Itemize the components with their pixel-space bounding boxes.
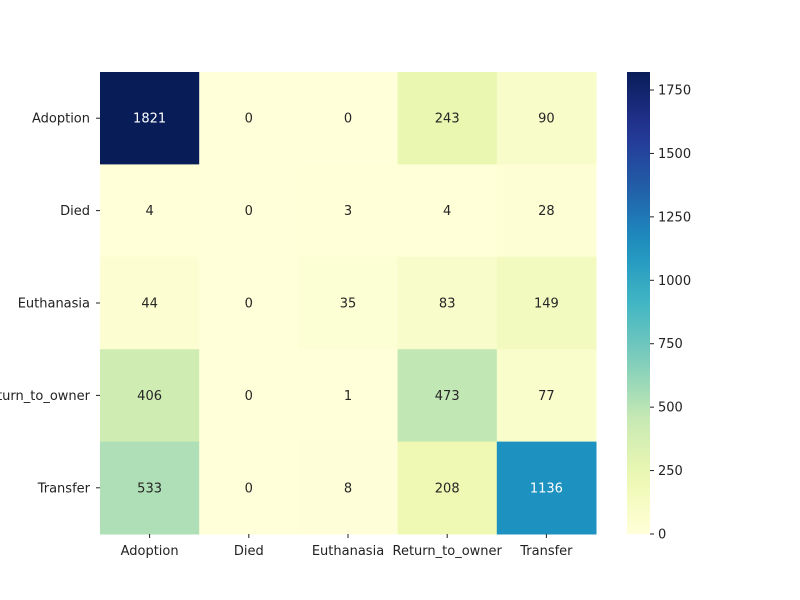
cell-value-label: 3 (344, 204, 352, 219)
heatmap-cell (397, 349, 498, 443)
heatmap-cell (100, 256, 200, 350)
cell-value-label: 4 (145, 204, 153, 219)
cell-value-label: 1136 (530, 481, 563, 496)
cell-value-label: 0 (245, 204, 253, 219)
cell-value-label: 4 (443, 204, 451, 219)
cell-value-label: 0 (245, 112, 253, 127)
x-tick-labels: Adoption Died Euthanasia Return_to_owner Tra… (121, 534, 573, 559)
heatmap-cell (397, 164, 498, 258)
y-tick-label: Euthanasia (18, 297, 90, 312)
colorbar-gradient (627, 72, 650, 534)
heatmap-cell (397, 72, 498, 165)
heatmap-cell (298, 441, 399, 535)
heatmap-cell (199, 349, 299, 443)
heatmap-cell (298, 164, 399, 258)
heatmap-cell (496, 72, 597, 165)
cell-value-label: 44 (141, 297, 158, 312)
heatmap-cell (496, 441, 597, 535)
heatmap-cell (298, 256, 399, 350)
heatmap-cell (100, 164, 200, 258)
cell-value-label: 8 (344, 481, 352, 496)
heatmap-cell (298, 349, 399, 443)
heatmap-cell (199, 164, 299, 258)
cell-value-label: 0 (245, 297, 253, 312)
heatmap-cell (199, 256, 299, 350)
cell-value-label: 533 (137, 481, 162, 496)
cell-value-label: 77 (538, 389, 555, 404)
cell-value-label: 83 (439, 297, 456, 312)
colorbar: 0 250 500 750 1000 1250 1500 1750 (627, 72, 691, 543)
heatmap-cell (496, 349, 597, 443)
cell-value-label: 0 (344, 112, 352, 127)
x-tick-label: Euthanasia (312, 544, 384, 559)
heatmap-cell (100, 72, 200, 165)
cell-value-label: 406 (137, 389, 162, 404)
cell-value-label: 243 (435, 112, 460, 127)
colorbar-tick-label: 750 (658, 337, 683, 352)
cell-value-label: 35 (340, 297, 357, 312)
y-tick-label: Died (60, 204, 90, 219)
colorbar-tick-label: 0 (658, 528, 666, 543)
colorbar-tick-label: 250 (658, 464, 683, 479)
heatmap-cell (397, 441, 498, 535)
heatmap-cell (496, 164, 597, 258)
cell-value-label: 28 (538, 204, 555, 219)
colorbar-tick-label: 1500 (658, 147, 691, 162)
heatmap-cell (496, 256, 597, 350)
colorbar-tick-label: 1250 (658, 210, 691, 225)
colorbar-tick-label: 500 (658, 401, 683, 416)
cell-value-label: 90 (538, 112, 555, 127)
heatmap-cell (100, 349, 200, 443)
heatmap-cell (298, 72, 399, 165)
x-tick-label: Died (234, 544, 264, 559)
heatmap-cell (199, 441, 299, 535)
cell-value-label: 0 (245, 389, 253, 404)
x-tick-label: Return_to_owner (393, 544, 503, 559)
heatmap-cell (397, 256, 498, 350)
cell-value-label: 1821 (133, 112, 166, 127)
y-tick-label: Adoption (32, 112, 90, 127)
y-tick-labels: Adoption Died Euthanasia Return_to_owner Tra… (0, 112, 100, 496)
y-tick-label: Return_to_owner (0, 389, 91, 404)
cell-value-label: 208 (435, 481, 460, 496)
cell-value-label: 149 (534, 297, 559, 312)
y-tick-label: Transfer (37, 481, 91, 496)
cell-value-label: 1 (344, 389, 352, 404)
x-tick-label: Transfer (519, 544, 573, 559)
colorbar-tick-label: 1000 (658, 274, 691, 289)
heatmap-cells: 1821 0 0 243 90 4 0 3 4 28 44 0 35 83 149 406 0 1 473 77 533… (100, 72, 597, 535)
x-tick-label: Adoption (121, 544, 179, 559)
heatmap-cell (100, 441, 200, 535)
cell-value-label: 0 (245, 481, 253, 496)
heatmap-cell (199, 72, 299, 165)
colorbar-tick-label: 1750 (658, 84, 691, 99)
cell-value-label: 473 (435, 389, 460, 404)
